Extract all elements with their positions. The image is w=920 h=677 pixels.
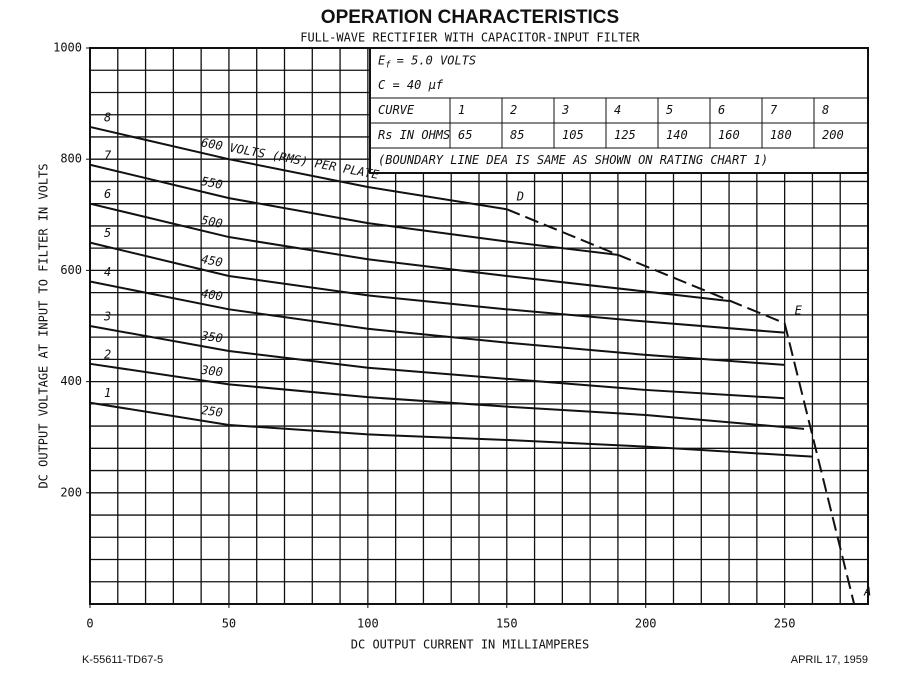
table-cell: 200: [822, 128, 844, 142]
footer-left: K-55611-TD67-5: [82, 654, 163, 666]
x-axis-label: DC OUTPUT CURRENT IN MILLIAMPERES: [351, 638, 589, 652]
curve: [89, 362, 805, 430]
table-cell: 5: [666, 103, 673, 117]
table-cell: CURVE: [378, 103, 415, 117]
curve-voltage-label: 400: [200, 286, 224, 303]
table-cell: 4: [614, 103, 621, 117]
table-cell: 105: [562, 128, 584, 142]
x-tick-label: 250: [774, 617, 796, 631]
boundary-point-label: E: [795, 304, 803, 318]
chart-title: OPERATION CHARACTERISTICS: [321, 7, 619, 28]
table-cell: 125: [614, 128, 636, 142]
curve: [89, 125, 507, 211]
curve-voltage-label: 550: [200, 174, 224, 192]
curve-voltage-label: 300: [199, 363, 223, 380]
y-tick-label: 400: [60, 374, 82, 388]
curve-voltage-label: 350: [199, 328, 223, 345]
curve-number: 4: [104, 265, 111, 279]
curve: [89, 325, 785, 400]
curve-voltage-label: 500: [200, 213, 224, 231]
y-tick-label: 600: [60, 263, 82, 277]
table-cell: 85: [510, 128, 524, 142]
y-tick-label: 800: [60, 152, 82, 166]
x-tick-label: 200: [635, 617, 657, 631]
inset-box: [369, 47, 869, 174]
x-tick-label: 100: [357, 617, 379, 631]
x-tick-label: 0: [86, 617, 93, 631]
footer-right: APRIL 17, 1959: [791, 654, 868, 666]
curve-voltage-label: 450: [200, 252, 224, 270]
inset-filament: Ef = 5.0 VOLTS: [378, 53, 476, 70]
table-cell: 6: [718, 103, 725, 117]
filament-subscript: f: [385, 60, 391, 70]
curve-number: 5: [104, 226, 111, 240]
y-tick-label: 200: [60, 485, 82, 499]
y-axis-label: DC OUTPUT VOLTAGE AT INPUT TO FILTER IN …: [37, 163, 51, 488]
table-cell: 2: [510, 103, 517, 117]
table-cell: 160: [718, 128, 740, 142]
curve-number: 1: [104, 386, 111, 400]
curve-number: 2: [104, 347, 111, 361]
curve-number: 7: [104, 148, 112, 162]
table-cell: 1: [458, 103, 465, 117]
boundary-line: [506, 208, 856, 605]
x-tick-label: 50: [222, 617, 236, 631]
boundary-point-label: A: [863, 585, 871, 599]
table-cell: Rs IN OHMS: [378, 128, 450, 142]
table-cell: 8: [822, 103, 829, 117]
curve: [89, 163, 619, 256]
curve: [89, 401, 813, 458]
table-cell: 65: [458, 128, 472, 142]
table-cell: 180: [770, 128, 792, 142]
curve-number: 6: [104, 187, 111, 201]
curve-number: 8: [104, 110, 111, 124]
y-tick-label: 1000: [53, 41, 82, 55]
curve-number: 3: [103, 310, 111, 324]
inset-capacitance: C = 40 μf: [378, 78, 444, 92]
table-cell: 140: [666, 128, 688, 142]
inset-note: (BOUNDARY LINE DEA IS SAME AS SHOWN ON R…: [378, 153, 768, 167]
curve-voltage-label: 250: [200, 403, 223, 420]
x-tick-label: 150: [496, 617, 518, 631]
filament-text: = 5.0 VOLTS: [397, 53, 476, 67]
chart-subtitle: FULL-WAVE RECTIFIER WITH CAPACITOR-INPUT…: [300, 31, 640, 45]
filament-symbol: E: [378, 53, 386, 67]
boundary-point-label: D: [516, 190, 524, 204]
curve: [89, 202, 730, 302]
curve: [89, 241, 785, 334]
curve: [89, 280, 785, 366]
table-cell: 7: [770, 103, 778, 117]
table-cell: 3: [561, 103, 569, 117]
